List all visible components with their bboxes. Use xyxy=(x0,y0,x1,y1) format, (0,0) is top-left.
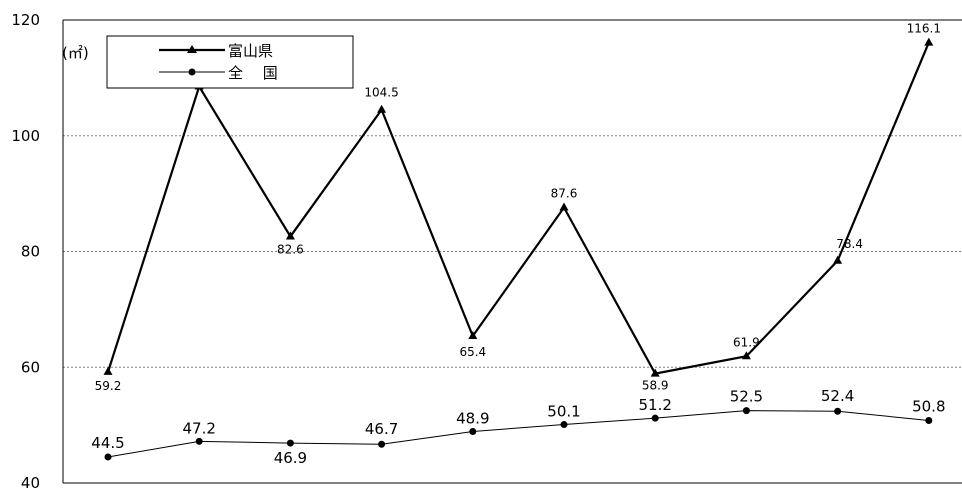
data-label-toyama: 65.4 xyxy=(459,345,486,359)
legend-box xyxy=(106,35,354,89)
point-marker-toyama xyxy=(650,368,660,377)
series-line-toyama xyxy=(106,42,930,375)
legend-label-toyama: 富山県 xyxy=(228,42,273,60)
series xyxy=(103,37,934,461)
point-marker-national xyxy=(104,453,112,461)
axes: 40 60 80 100 120 xyxy=(11,11,962,491)
y-tick-label: 120 xyxy=(11,11,40,29)
data-label-national: 50.8 xyxy=(912,397,945,415)
point-marker-national xyxy=(925,416,933,424)
data-label-toyama: 104.5 xyxy=(364,86,398,100)
data-label-national: 46.7 xyxy=(365,420,398,438)
data-label-toyama: 82.6 xyxy=(277,242,304,256)
point-marker-toyama xyxy=(559,202,569,211)
data-label-toyama: 87.6 xyxy=(551,187,578,201)
data-label-national: 52.4 xyxy=(821,387,854,405)
y-tick-label: 100 xyxy=(11,127,40,145)
y-tick-label: 80 xyxy=(21,243,40,261)
data-label-national: 47.2 xyxy=(182,419,215,437)
data-label-toyama: 59.2 xyxy=(95,379,122,393)
point-marker-national xyxy=(834,407,842,415)
data-label-toyama: 61.9 xyxy=(733,335,760,349)
point-marker-national xyxy=(286,439,294,447)
point-marker-toyama xyxy=(468,330,478,339)
data-labels: 59.2 82.6 104.5 65.4 87.6 58.9 61.9 78.4 116.1 44… xyxy=(91,22,945,467)
point-marker-toyama xyxy=(833,255,843,264)
data-label-toyama: 116.1 xyxy=(907,22,941,36)
data-label-national: 52.5 xyxy=(730,388,763,406)
unit-label: (㎡) xyxy=(62,44,89,62)
point-marker-national xyxy=(378,440,386,448)
point-marker-national xyxy=(742,407,750,415)
legend-label-national: 全 国 xyxy=(228,64,278,82)
legend: 富山県 全 国 xyxy=(106,35,354,89)
data-label-national: 48.9 xyxy=(456,409,489,427)
gridlines xyxy=(63,135,962,368)
data-label-national: 46.9 xyxy=(274,449,307,467)
point-marker-national xyxy=(469,427,477,435)
data-label-toyama: 58.9 xyxy=(642,379,669,393)
data-label-toyama: 78.4 xyxy=(836,237,863,251)
data-label-national: 50.1 xyxy=(547,403,580,421)
point-marker-national xyxy=(651,414,659,422)
point-marker-toyama xyxy=(924,37,934,46)
legend-marker-circle xyxy=(188,68,196,76)
y-tick-label: 60 xyxy=(21,358,40,376)
data-label-national: 44.5 xyxy=(91,434,124,452)
point-marker-national xyxy=(560,421,568,429)
series-line-national xyxy=(107,410,929,458)
legend-marker-triangle xyxy=(187,45,197,53)
point-marker-toyama xyxy=(285,231,295,240)
point-marker-toyama xyxy=(103,366,113,375)
y-tick-label: 40 xyxy=(21,474,40,491)
point-marker-toyama xyxy=(741,351,751,360)
data-label-national: 51.2 xyxy=(638,396,671,414)
point-marker-national xyxy=(195,437,203,445)
point-marker-toyama xyxy=(377,104,387,113)
